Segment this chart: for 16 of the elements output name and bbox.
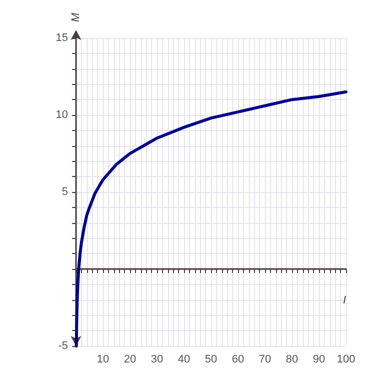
y-tick-label: 15: [56, 32, 68, 44]
x-tick-label: 20: [124, 354, 136, 366]
x-tick-label: 90: [312, 354, 326, 366]
x-tick-label: 100: [336, 354, 356, 366]
x-tick-label: 30: [150, 354, 164, 366]
x-tick-label: 10: [96, 354, 110, 366]
x-tick-label: 50: [204, 354, 218, 366]
x-tick-label: 70: [258, 354, 272, 366]
y-tick-label: 5: [62, 186, 68, 198]
x-axis-title: I: [342, 294, 346, 306]
y-tick-label: -5: [58, 340, 68, 352]
x-tick-label: 60: [232, 354, 244, 366]
y-axis-title: M: [70, 12, 82, 22]
y-tick-label: 10: [56, 109, 68, 121]
x-tick-label: 40: [178, 354, 190, 366]
x-tick-label: 80: [286, 354, 298, 366]
